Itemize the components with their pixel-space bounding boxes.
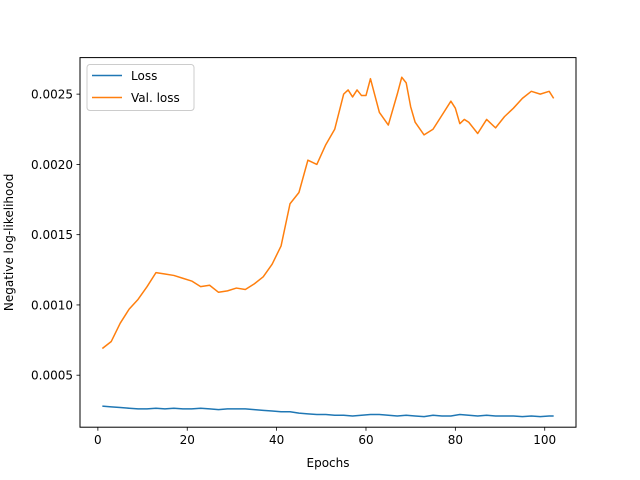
x-tick-label: 40 [269,433,284,447]
legend: Loss Val. loss [86,64,195,111]
y-tick-label: 0.0025 [31,88,73,102]
x-tick-label: 100 [533,433,556,447]
x-tick-label: 80 [448,433,463,447]
x-tick-label: 20 [180,433,195,447]
y-tick-label: 0.0010 [31,298,73,312]
y-axis-label: Negative log-likelihood [2,174,16,311]
x-axis-label: Epochs [307,456,350,470]
axes-frame [79,57,577,428]
legend-label-loss: Loss [131,69,157,83]
y-tick-label: 0.0015 [31,228,73,242]
x-tick-label: 60 [358,433,373,447]
legend-label-val-loss: Val. loss [131,91,180,105]
series-line-loss [102,405,554,418]
series-line-val-loss [101,76,555,350]
y-tick-label: 0.0020 [31,158,73,172]
x-tick-label: 0 [94,433,102,447]
y-tick-label: 0.0005 [31,369,73,383]
